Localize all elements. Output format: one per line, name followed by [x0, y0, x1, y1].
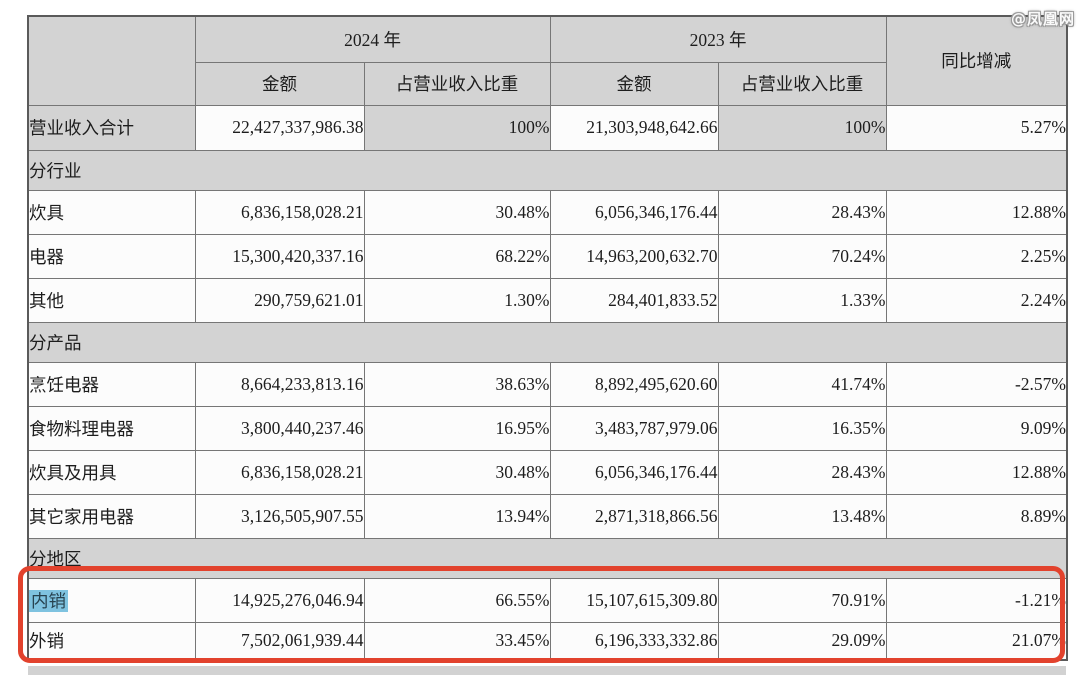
- header-yoy: 同比增减: [885, 15, 1068, 106]
- cell-amount-2024: 22,427,337,986.38: [194, 104, 365, 151]
- cell-amount-2023: 14,963,200,632.70: [549, 233, 719, 279]
- cell-ratio-2024: 30.48%: [363, 449, 551, 495]
- cell-amount-2024: 6,836,158,028.21: [194, 189, 365, 235]
- cell-amount-2024: 7,502,061,939.44: [194, 621, 365, 661]
- table-row: 炊具 6,836,158,028.21 30.48% 6,056,346,176…: [27, 189, 1068, 235]
- cell-ratio-2024: 16.95%: [363, 405, 551, 451]
- watermark: @凤凰网: [1010, 10, 1075, 28]
- cell-ratio-2023: 41.74%: [717, 361, 887, 407]
- cell-amount-2024: 15,300,420,337.16: [194, 233, 365, 279]
- cell-amount-2024: 290,759,621.01: [194, 277, 365, 323]
- table-row: 食物料理电器 3,800,440,237.46 16.95% 3,483,787…: [27, 405, 1068, 451]
- table-row: 炊具及用具 6,836,158,028.21 30.48% 6,056,346,…: [27, 449, 1068, 495]
- cell-yoy: 2.24%: [885, 277, 1068, 323]
- section-title: 分行业: [27, 149, 1068, 191]
- cell-ratio-2023: 13.48%: [717, 493, 887, 539]
- cell-ratio-2023: 28.43%: [717, 449, 887, 495]
- cell-yoy: 8.89%: [885, 493, 1068, 539]
- header-year-2024: 2024 年: [194, 15, 551, 63]
- cell-label: 其他: [27, 277, 196, 323]
- cell-yoy: -2.57%: [885, 361, 1068, 407]
- cell-ratio-2024: 38.63%: [363, 361, 551, 407]
- revenue-table: 2024 年 2023 年 同比增减 金额 占营业收入比重 金额 占营业收入比重…: [27, 15, 1068, 661]
- cell-label: 外销: [27, 621, 196, 661]
- table-row: 电器 15,300,420,337.16 68.22% 14,963,200,6…: [27, 233, 1068, 279]
- cell-label: 炊具及用具: [27, 449, 196, 495]
- header-year-2023: 2023 年: [549, 15, 887, 63]
- cell-yoy: 21.07%: [885, 621, 1068, 661]
- cell-ratio-2023: 29.09%: [717, 621, 887, 661]
- cell-amount-2023: 6,196,333,332.86: [549, 621, 719, 661]
- section-title: 分地区: [27, 537, 1068, 579]
- header-amount-2024: 金额: [194, 61, 365, 106]
- cell-label: 食物料理电器: [27, 405, 196, 451]
- table-row-domestic: 内销 14,925,276,046.94 66.55% 15,107,615,3…: [27, 577, 1068, 623]
- section-row-region: 分地区: [27, 537, 1068, 579]
- cell-yoy: 2.25%: [885, 233, 1068, 279]
- cell-ratio-2024: 66.55%: [363, 577, 551, 623]
- table-row: 烹饪电器 8,664,233,813.16 38.63% 8,892,495,6…: [27, 361, 1068, 407]
- header-ratio-2023: 占营业收入比重: [717, 61, 887, 106]
- section-row-product: 分产品: [27, 321, 1068, 363]
- cell-label: 营业收入合计: [27, 104, 196, 151]
- cell-amount-2023: 3,483,787,979.06: [549, 405, 719, 451]
- cell-yoy: -1.21%: [885, 577, 1068, 623]
- cell-yoy: 12.88%: [885, 449, 1068, 495]
- cell-ratio-2023: 70.24%: [717, 233, 887, 279]
- cell-amount-2024: 3,126,505,907.55: [194, 493, 365, 539]
- section-title: 分产品: [27, 321, 1068, 363]
- cell-ratio-2024: 30.48%: [363, 189, 551, 235]
- cell-label: 内销: [27, 577, 196, 623]
- header-amount-2023: 金额: [549, 61, 719, 106]
- cell-ratio-2023: 100%: [717, 104, 887, 151]
- cell-amount-2023: 15,107,615,309.80: [549, 577, 719, 623]
- cell-amount-2024: 3,800,440,237.46: [194, 405, 365, 451]
- cell-ratio-2024: 1.30%: [363, 277, 551, 323]
- cell-yoy: 12.88%: [885, 189, 1068, 235]
- cell-label: 其它家用电器: [27, 493, 196, 539]
- selection-highlight: 内销: [29, 589, 68, 612]
- next-section-strip: [28, 666, 1066, 675]
- table-row-total: 营业收入合计 22,427,337,986.38 100% 21,303,948…: [27, 104, 1068, 151]
- cell-ratio-2023: 1.33%: [717, 277, 887, 323]
- cell-amount-2023: 21,303,948,642.66: [549, 104, 719, 151]
- cell-yoy: 5.27%: [885, 104, 1068, 151]
- cell-amount-2024: 14,925,276,046.94: [194, 577, 365, 623]
- cell-ratio-2023: 28.43%: [717, 189, 887, 235]
- cell-amount-2023: 284,401,833.52: [549, 277, 719, 323]
- cell-amount-2023: 2,871,318,866.56: [549, 493, 719, 539]
- cell-amount-2023: 6,056,346,176.44: [549, 189, 719, 235]
- cell-amount-2024: 8,664,233,813.16: [194, 361, 365, 407]
- cell-label: 烹饪电器: [27, 361, 196, 407]
- header-row-years: 2024 年 2023 年 同比增减: [27, 15, 1068, 106]
- cell-amount-2024: 6,836,158,028.21: [194, 449, 365, 495]
- header-ratio-2024: 占营业收入比重: [363, 61, 551, 106]
- cell-ratio-2024: 68.22%: [363, 233, 551, 279]
- cell-ratio-2023: 16.35%: [717, 405, 887, 451]
- cell-ratio-2024: 13.94%: [363, 493, 551, 539]
- cell-yoy: 9.09%: [885, 405, 1068, 451]
- table-row: 其它家用电器 3,126,505,907.55 13.94% 2,871,318…: [27, 493, 1068, 539]
- cell-label: 炊具: [27, 189, 196, 235]
- cell-amount-2023: 8,892,495,620.60: [549, 361, 719, 407]
- section-row-industry: 分行业: [27, 149, 1068, 191]
- cell-ratio-2024: 100%: [363, 104, 551, 151]
- cell-ratio-2024: 33.45%: [363, 621, 551, 661]
- table-row: 其他 290,759,621.01 1.30% 284,401,833.52 1…: [27, 277, 1068, 323]
- corner-cell: [27, 15, 196, 106]
- header-row-measures: 金额 占营业收入比重 金额 占营业收入比重: [28, 61, 1067, 106]
- cell-amount-2023: 6,056,346,176.44: [549, 449, 719, 495]
- table-row-export: 外销 7,502,061,939.44 33.45% 6,196,333,332…: [27, 621, 1068, 661]
- cell-ratio-2023: 70.91%: [717, 577, 887, 623]
- cell-label: 电器: [27, 233, 196, 279]
